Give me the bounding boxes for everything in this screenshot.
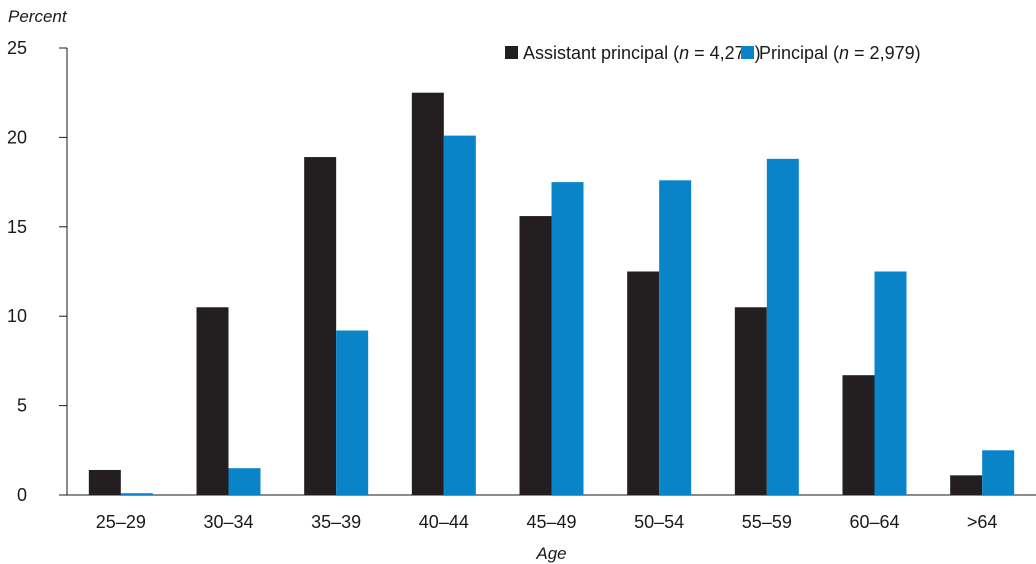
bar-principal-25–29	[120, 493, 153, 495]
legend-label-principal: Principal (n = 2,979)	[759, 43, 921, 63]
bar-assistant-principal-30–34	[196, 307, 229, 495]
bar-principal->64	[982, 450, 1015, 495]
legend-label-assistant-principal: Assistant principal (n = 4,273)	[523, 43, 761, 63]
x-tick-label: 35–39	[311, 512, 361, 532]
legend: Assistant principal (n = 4,273) Principa…	[505, 43, 921, 63]
legend-n: n	[839, 43, 849, 63]
x-tick-label: 25–29	[96, 512, 146, 532]
bar-principal-45–49	[551, 182, 584, 495]
x-tick-label: >64	[967, 512, 998, 532]
bars	[88, 92, 1015, 495]
y-tick-label: 0	[17, 485, 27, 505]
bar-assistant-principal-40–44	[411, 92, 444, 495]
x-tick-label: 30–34	[203, 512, 253, 532]
bar-assistant-principal-50–54	[627, 271, 660, 495]
bar-assistant-principal-55–59	[734, 307, 767, 495]
legend-suffix: = 2,979)	[849, 43, 921, 63]
bar-principal-40–44	[443, 135, 476, 495]
bar-assistant-principal-45–49	[519, 216, 552, 495]
legend-prefix: Principal (	[759, 43, 839, 63]
bar-assistant-principal-60–64	[842, 375, 875, 495]
x-tick-label: 55–59	[742, 512, 792, 532]
x-axis-title: Age	[535, 544, 566, 563]
x-axis: 25–29 30–34 35–39 40–44 45–49 50–54 55–59 60–64…	[67, 494, 1036, 532]
x-tick-label: 60–64	[849, 512, 899, 532]
y-tick-label: 15	[7, 217, 27, 237]
legend-n: n	[679, 43, 689, 63]
bar-principal-35–39	[336, 330, 369, 495]
bar-assistant-principal-25–29	[88, 469, 121, 495]
bar-principal-30–34	[228, 468, 261, 495]
legend-swatch-principal	[741, 46, 754, 59]
bar-assistant-principal->64	[950, 475, 983, 495]
bar-principal-60–64	[874, 271, 907, 495]
y-tick-label: 20	[7, 127, 27, 147]
bar-principal-55–59	[766, 158, 799, 495]
bar-principal-50–54	[659, 180, 692, 495]
legend-swatch-assistant-principal	[505, 46, 518, 59]
legend-prefix: Assistant principal (	[523, 43, 679, 63]
x-tick-label: 45–49	[526, 512, 576, 532]
x-tick-label: 50–54	[634, 512, 684, 532]
y-tick-label: 10	[7, 306, 27, 326]
x-tick-label: 40–44	[419, 512, 469, 532]
y-axis: 0 5 10 15 20 25	[7, 38, 68, 505]
y-axis-title: Percent	[8, 7, 68, 26]
bar-assistant-principal-35–39	[304, 157, 337, 495]
y-tick-label: 5	[17, 396, 27, 416]
y-tick-label: 25	[7, 38, 27, 58]
